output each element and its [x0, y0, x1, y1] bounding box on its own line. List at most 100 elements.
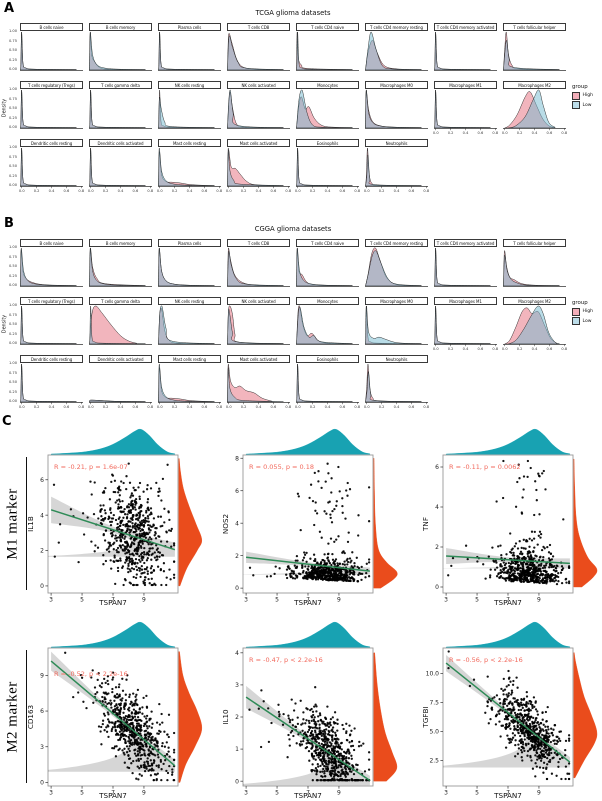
x-axis-label: TSPAN7 [493, 598, 522, 607]
x-tick-labels: 0.0 0.2 0.4 0.6 0.8 [294, 188, 361, 193]
marginal-scatter-NOS2: R = 0.055, p = 0.18 3 5 7 9 0 2 4 6 8 NOS2 TSPAN7 [221, 428, 398, 607]
svg-text:0: 0 [235, 585, 239, 592]
svg-text:7: 7 [306, 790, 310, 797]
svg-text:3: 3 [244, 790, 248, 797]
group-legend: group High Low [572, 84, 593, 111]
svg-text:4: 4 [435, 504, 439, 511]
density-cell [89, 399, 152, 405]
svg-text:8: 8 [235, 455, 239, 462]
svg-text:2: 2 [235, 714, 239, 721]
facet-strip: Monocytes [296, 81, 359, 89]
density-cell [89, 89, 152, 129]
panel-a-title: TCGA glioma datasets [255, 9, 331, 17]
legend-title: group [572, 84, 588, 90]
facet-strip: T cells gamma delta [89, 81, 152, 89]
svg-text:4: 4 [235, 520, 239, 527]
y-tick-labels: 1.00 0.75 0.50 0.25 0.00 [8, 303, 17, 345]
y-tick-labels: 1.00 0.75 0.50 0.25 0.00 [8, 361, 17, 403]
facet-strip: Eosinophils [296, 355, 359, 363]
svg-text:9: 9 [40, 672, 44, 679]
svg-text:5: 5 [475, 790, 479, 797]
x-tick-labels: 0.0 0.2 0.4 0.6 0.8 [18, 404, 85, 409]
panel-b-title: CGGA glioma datasets [254, 225, 332, 233]
correlation-annotation: R = -0.11, p = 0.0062 [449, 463, 521, 471]
y-tick-labels: 1.00 0.75 0.50 0.25 0.00 [8, 29, 17, 71]
legend-item-label: Low [582, 102, 592, 108]
density-cell [296, 31, 359, 71]
facet-strip: Plasma cells [158, 239, 221, 247]
facet-strip: Neutrophils [365, 355, 428, 363]
y-tick-labels: 1.00 0.75 0.50 0.25 0.00 [8, 145, 17, 187]
marginal-scatter-IL1B: R = -0.21, p = 1.6e-07 3 5 7 9 0 2 4 6 IL1B TSPAN7 [26, 428, 203, 607]
facet-strip: Mast cells activated [227, 355, 290, 363]
correlation-annotation: R = -0.56, p < 2.2e-16 [449, 656, 523, 664]
group-legend: group High Low [572, 300, 593, 327]
facet-strip: Mast cells activated [227, 139, 290, 147]
panel-c-letter: C [2, 414, 12, 429]
svg-text:3: 3 [244, 597, 248, 604]
marginal-scatter-CD163: R = -0.52, p < 2.2e-163 5 7 90369CD163TSPAN… [26, 621, 203, 800]
panel-a-letter: A [4, 1, 15, 16]
facet-strip: B cells memory [89, 23, 152, 31]
density-cell [434, 89, 497, 131]
facet-strip: Macrophages M2 [503, 297, 566, 305]
svg-text:5.0: 5.0 [429, 729, 439, 736]
legend-item: High [572, 307, 594, 316]
svg-text:7: 7 [111, 790, 115, 797]
marginal-scatter-TNF: R = -0.11, p = 0.0062 3 5 7 9 0 2 4 6 TNF TSPAN7 [421, 428, 598, 607]
x-tick-labels: 0.0 0.2 0.4 0.6 0.8 [156, 404, 223, 409]
gene-axis-label: IL10 [221, 709, 230, 725]
density-cell [20, 247, 83, 287]
facet-strip: T cells CD4 naive [296, 23, 359, 31]
svg-text:9: 9 [537, 790, 541, 797]
density-cell [296, 89, 359, 129]
legend-title: group [572, 300, 588, 306]
svg-text:6: 6 [435, 464, 439, 471]
density-cell [434, 31, 497, 71]
gene-axis-label: CD163 [26, 705, 35, 729]
x-axis-label: TSPAN7 [493, 791, 522, 800]
legend-item: Low [572, 317, 593, 325]
facet-strip: T cells CD4 memory activated [434, 239, 497, 247]
svg-text:3: 3 [40, 744, 44, 751]
facet-strip: B cells memory [89, 239, 152, 247]
density-cell [158, 31, 221, 71]
svg-text:0: 0 [40, 780, 44, 787]
density-cell [20, 31, 83, 71]
svg-text:2: 2 [235, 553, 239, 560]
svg-text:4: 4 [235, 650, 239, 657]
facet-strip: NK cells activated [227, 297, 290, 305]
density-cell [20, 147, 83, 189]
density-cell [227, 305, 290, 345]
density-cell [434, 305, 497, 347]
density-cell [20, 363, 83, 405]
legend-swatch [572, 91, 580, 100]
svg-text:7: 7 [506, 597, 510, 604]
density-cell [227, 33, 290, 71]
correlation-annotation: R = -0.21, p = 1.6e-07 [54, 463, 128, 471]
density-cell [434, 247, 497, 287]
x-tick-labels: 0.0 0.2 0.4 0.6 0.8 [501, 130, 568, 135]
density-cell [20, 89, 83, 129]
facet-strip: T cells CD8 [227, 23, 290, 31]
correlation-annotation: R = 0.055, p = 0.18 [249, 463, 314, 471]
gene-axis-label: IL1B [26, 516, 35, 532]
svg-text:2: 2 [435, 544, 439, 551]
density-cell [365, 147, 428, 189]
x-tick-labels: 0.0 0.2 0.4 0.6 0.8 [432, 130, 499, 135]
facet-strip: B cells naive [20, 23, 83, 31]
svg-text:5: 5 [275, 597, 279, 604]
svg-text:9: 9 [537, 597, 541, 604]
density-cell [365, 89, 428, 129]
legend-item-label: High [582, 309, 594, 314]
svg-text:7.5: 7.5 [429, 700, 439, 707]
density-cell [158, 363, 221, 405]
density-cell [365, 305, 428, 345]
legend-swatch [572, 307, 580, 316]
m2-bracket-line [26, 650, 28, 783]
facet-strip: B cells naive [20, 239, 83, 247]
svg-text:0: 0 [435, 584, 439, 591]
svg-text:6: 6 [235, 488, 239, 495]
density-cell [296, 363, 359, 405]
